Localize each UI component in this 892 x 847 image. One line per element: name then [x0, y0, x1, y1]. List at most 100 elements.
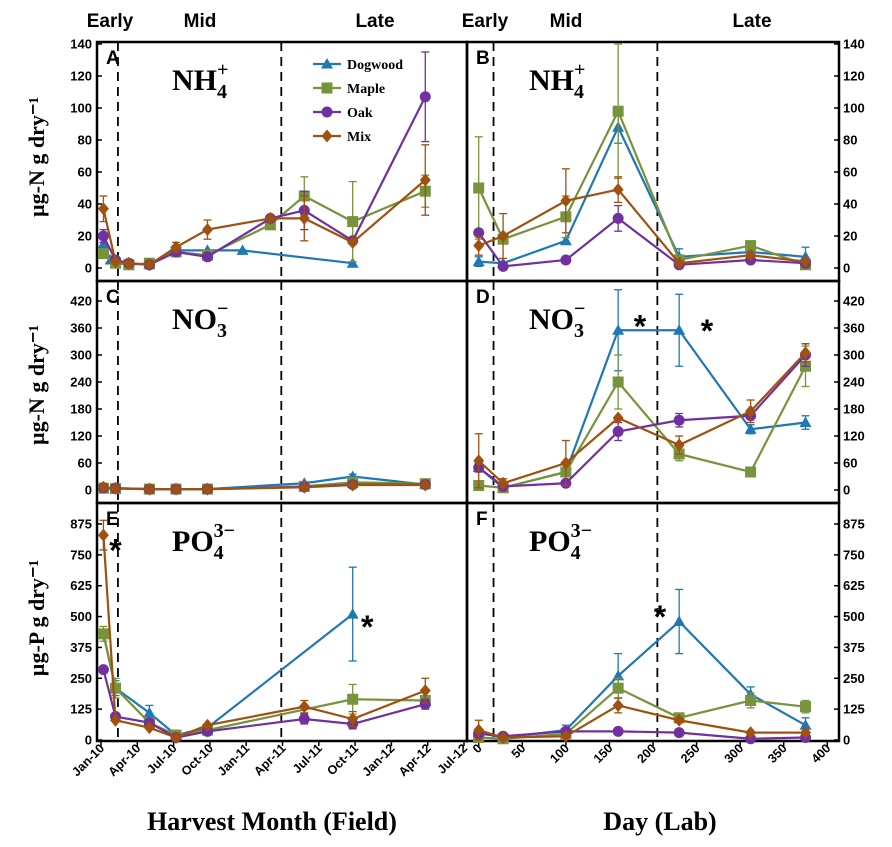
- data-point: [745, 404, 757, 418]
- data-point: [472, 255, 485, 267]
- x-tick-label: Apr-10: [106, 741, 144, 779]
- legend: Dogwood Maple Oak Mix: [313, 58, 403, 145]
- x-tick-label: Apr-12: [396, 741, 434, 779]
- data-point: [673, 414, 685, 426]
- y-tick-label: 250: [843, 671, 865, 686]
- data-point: [612, 682, 624, 694]
- legend-marker: [321, 82, 333, 94]
- ion-label: PO43−: [172, 520, 235, 564]
- series-line-maple: [477, 108, 806, 266]
- x-tick-label: 350: [765, 741, 790, 766]
- data-point: [298, 700, 310, 714]
- data-point: [612, 698, 624, 712]
- panel-c: 0 60 120 180 240 300 360 420 C NO3−: [70, 279, 469, 505]
- legend-marker: [321, 106, 333, 118]
- data-point: [612, 212, 624, 224]
- phase-mid-right: Mid: [550, 11, 583, 32]
- series-oak: [473, 343, 811, 492]
- y-tick-label: 125: [843, 702, 865, 717]
- y-tick-label: 360: [843, 321, 865, 336]
- data-point: [419, 684, 431, 698]
- data-point: [473, 454, 485, 468]
- data-point: [97, 528, 109, 542]
- y-tick-label: 120: [70, 429, 92, 444]
- x-tick-label: 200: [634, 741, 659, 766]
- y-tick-label: 0: [843, 733, 850, 748]
- panel-letter: F: [476, 509, 488, 530]
- y-tick-label: 375: [70, 640, 92, 655]
- x-tick-label: 150: [591, 741, 616, 766]
- series-oak: [473, 204, 811, 272]
- data-point: [612, 411, 624, 425]
- legend-label: Maple: [347, 82, 385, 97]
- data-point: [298, 713, 310, 725]
- ion-label: PO43−: [529, 520, 592, 564]
- data-point: [97, 248, 109, 260]
- series-line-oak: [477, 217, 806, 268]
- panel-f: 0 125 250 375 500 625 750 875 0 50 100 150 200 250 300…: [465, 501, 865, 766]
- y-tick-label: 140: [70, 37, 92, 52]
- data-point: [123, 256, 135, 270]
- y-tick-label: 250: [70, 671, 92, 686]
- series-line-oak: [102, 96, 427, 266]
- data-point: [559, 234, 572, 246]
- y-tick-label: 300: [70, 348, 92, 363]
- data-point: [97, 230, 109, 242]
- data-point: [673, 727, 685, 739]
- data-point: [298, 480, 310, 494]
- y-tick-label: 100: [843, 101, 865, 116]
- series-line-dogwood: [102, 243, 353, 266]
- y-tick-label: 750: [70, 547, 92, 562]
- y-tick-label: 80: [78, 133, 92, 148]
- data-point: [143, 482, 155, 496]
- panel-letter: E: [106, 509, 119, 530]
- data-point: [612, 105, 624, 117]
- series-line-dogwood: [102, 613, 354, 737]
- y-tick-label: 60: [78, 456, 92, 471]
- data-point: [473, 723, 485, 737]
- series-mix: [97, 144, 431, 272]
- y-tick-label: 80: [843, 133, 857, 148]
- data-point: [201, 482, 213, 496]
- data-point: [497, 731, 509, 745]
- panel-a: 0 20 40 60 80 100 120 140 A NH4+: [70, 37, 469, 283]
- data-point: [419, 173, 431, 187]
- data-point: [347, 216, 359, 228]
- series-dogwood: [97, 566, 359, 740]
- significance-star: *: [109, 532, 122, 568]
- data-point: [800, 255, 811, 269]
- data-point: [745, 466, 757, 478]
- data-point: [347, 235, 359, 249]
- legend-label: Oak: [347, 106, 373, 121]
- y-tick-label: 60: [843, 165, 857, 180]
- y-tick-label: 500: [70, 609, 92, 624]
- data-point: [612, 324, 625, 335]
- data-point: [800, 346, 811, 360]
- data-point: [673, 615, 686, 627]
- y-tick-label: 0: [85, 261, 92, 276]
- data-point: [201, 251, 213, 263]
- x-tick-label: Jul-11: [290, 741, 325, 776]
- data-point: [236, 244, 249, 255]
- data-point: [346, 257, 359, 268]
- data-point: [347, 712, 359, 726]
- y-tick-label: 0: [85, 483, 92, 498]
- data-point: [612, 426, 624, 437]
- data-point: [612, 376, 624, 388]
- y-tick-label: 20: [843, 229, 857, 244]
- y-tick-label: 0: [85, 733, 92, 748]
- legend-item-maple: Maple: [313, 82, 385, 97]
- legend-label: Dogwood: [347, 58, 403, 73]
- x-tick-label: Jul-12: [435, 741, 470, 776]
- y-tick-label: 120: [843, 429, 865, 444]
- series-line-oak: [478, 354, 807, 488]
- y-tick-label: 240: [70, 375, 92, 390]
- x-axis-title-lab: Day (Lab): [603, 807, 716, 836]
- series-mix: [97, 478, 431, 496]
- series-mix: [473, 168, 811, 270]
- series-mix: [97, 519, 431, 745]
- series-mix: [473, 343, 811, 490]
- series-line-dogwood: [478, 619, 807, 739]
